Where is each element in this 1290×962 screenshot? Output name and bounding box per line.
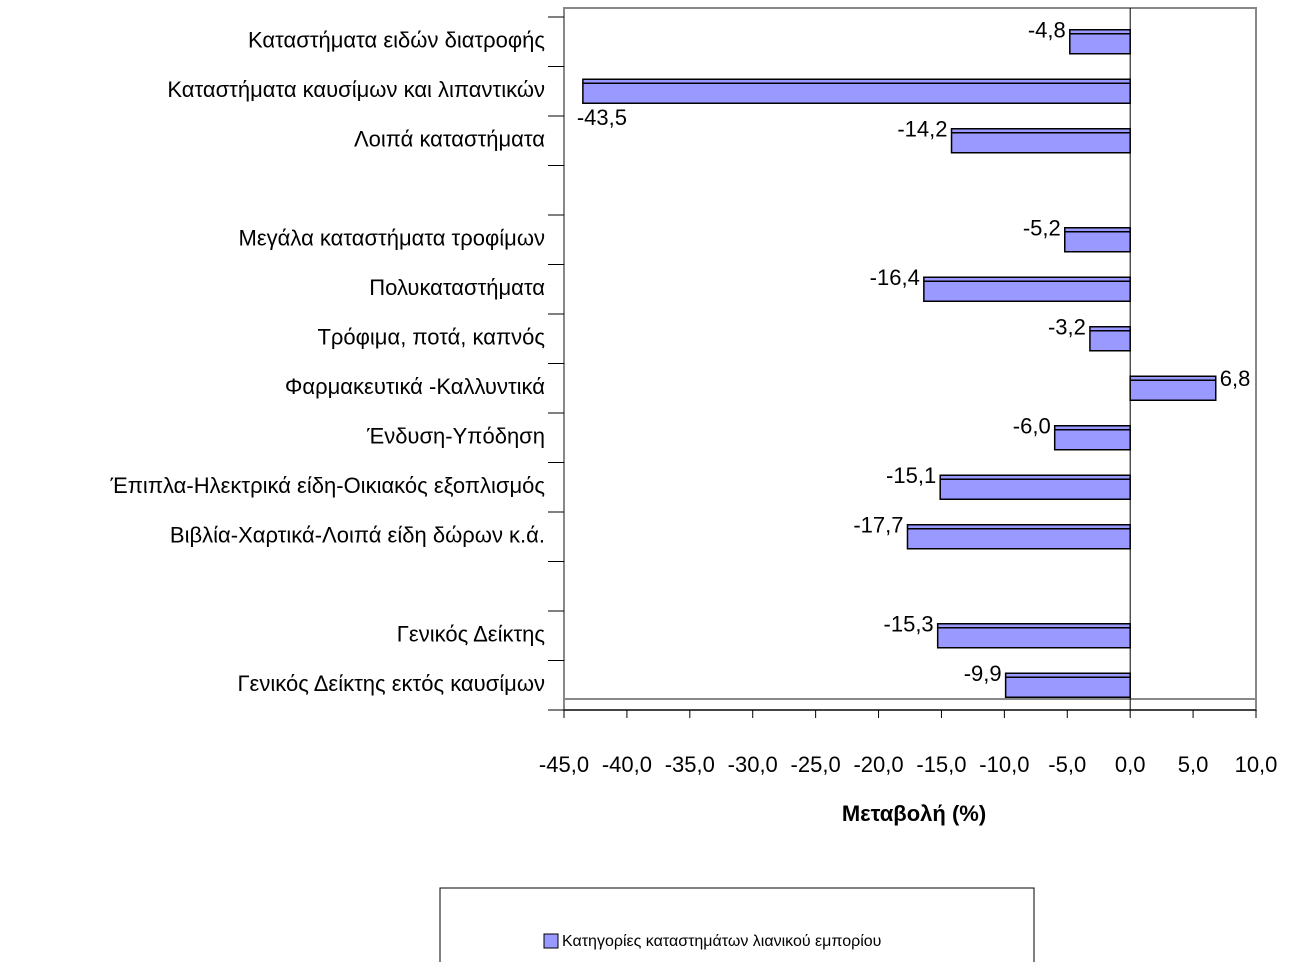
data-label: -14,2 bbox=[897, 117, 947, 142]
x-tick-label: -15,0 bbox=[916, 752, 966, 777]
x-tick-label: 5,0 bbox=[1178, 752, 1209, 777]
legend-swatch bbox=[543, 933, 559, 949]
data-label: -17,7 bbox=[853, 513, 903, 538]
legend-box bbox=[439, 887, 1035, 962]
data-label: -6,0 bbox=[1013, 414, 1051, 439]
x-axis-label: Μεταβολή (%) bbox=[842, 801, 986, 826]
y-tick-label: Γενικός Δείκτης εκτός καυσίμων bbox=[237, 671, 545, 696]
y-tick-label: Μεγάλα καταστήματα τροφίμων bbox=[239, 226, 545, 251]
data-label: -3,2 bbox=[1048, 315, 1086, 340]
data-label: -43,5 bbox=[577, 105, 627, 130]
y-tick-label: Ένδυση-Υπόδηση bbox=[366, 424, 545, 449]
data-label: -5,2 bbox=[1023, 216, 1061, 241]
y-tick-label: Έπιπλα-Ηλεκτρικά είδη-Οικιακός εξοπλισμό… bbox=[110, 473, 546, 498]
y-tick-label: Γενικός Δείκτης bbox=[397, 622, 545, 647]
x-tick-label: -20,0 bbox=[853, 752, 903, 777]
data-label: -15,3 bbox=[884, 612, 934, 637]
x-tick-label: 10,0 bbox=[1235, 752, 1278, 777]
x-tick-label: -40,0 bbox=[602, 752, 652, 777]
y-tick-label: Καταστήματα καυσίμων και λιπαντικών bbox=[167, 77, 545, 102]
y-tick-label: Καταστήματα ειδών διατροφής bbox=[248, 28, 545, 53]
y-tick-label: Πολυκαταστήματα bbox=[369, 275, 545, 300]
x-tick-label: -10,0 bbox=[979, 752, 1029, 777]
x-tick-label: -45,0 bbox=[539, 752, 589, 777]
x-tick-label: 0,0 bbox=[1115, 752, 1146, 777]
data-label: 6,8 bbox=[1220, 366, 1251, 391]
legend-label: Κατηγορίες καταστημάτων λιανικού εμπορίο… bbox=[562, 933, 881, 950]
x-tick-label: -35,0 bbox=[665, 752, 715, 777]
x-tick-label: -5,0 bbox=[1048, 752, 1086, 777]
y-tick-label: Βιβλία-Χαρτικά-Λοιπά είδη δώρων κ.ά. bbox=[170, 523, 545, 548]
data-label: -15,1 bbox=[886, 463, 936, 488]
data-label: -9,9 bbox=[964, 661, 1002, 686]
data-label: -4,8 bbox=[1028, 18, 1066, 43]
x-tick-label: -25,0 bbox=[791, 752, 841, 777]
x-tick-label: -30,0 bbox=[728, 752, 778, 777]
plot-frame bbox=[563, 7, 1257, 711]
y-tick-label: Τρόφιμα, ποτά, καπνός bbox=[317, 325, 545, 350]
data-label: -16,4 bbox=[870, 265, 920, 290]
y-tick-label: Λοιπά καταστήματα bbox=[354, 127, 545, 152]
y-tick-label: Φαρμακευτικά -Καλλυντικά bbox=[285, 374, 545, 399]
